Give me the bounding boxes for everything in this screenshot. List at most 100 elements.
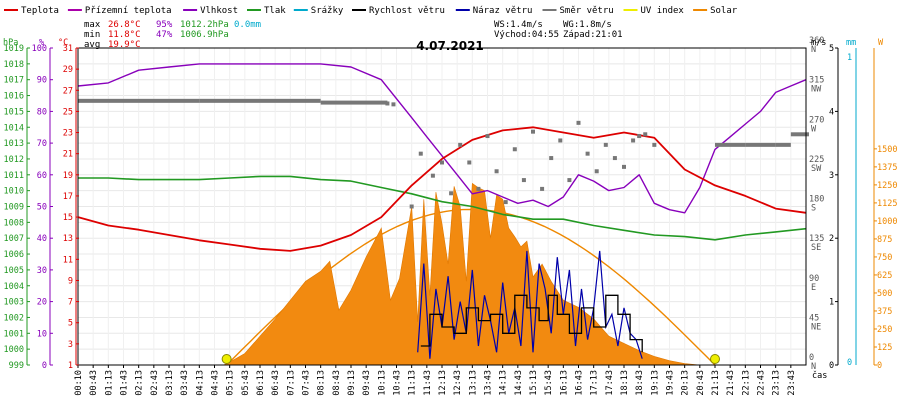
direction-tick-compass: NE (811, 322, 821, 332)
temperature-tick-label: 7 (68, 298, 73, 308)
time-tick-label: 17:43 (605, 370, 615, 396)
stat-min-humidity: 47% (156, 30, 173, 40)
pressure-tick-label: 1015 (4, 107, 24, 117)
wind-direction-bar (78, 98, 200, 103)
time-tick-label: 22:43 (757, 370, 767, 396)
wind-direction-point (485, 134, 490, 139)
temperature-tick-label: 19 (63, 171, 73, 181)
temperature-tick-label: 5 (68, 319, 73, 329)
direction-tick-label: 225 (809, 155, 824, 165)
direction-tick-label: 270 (809, 115, 824, 125)
wind-direction-point (503, 200, 508, 205)
wind-direction-point (430, 173, 435, 178)
time-tick-label: 08:43 (332, 370, 342, 396)
wind-direction-bar (790, 132, 806, 137)
wind-direction-point (512, 147, 517, 152)
time-tick-label: 06:43 (271, 370, 281, 396)
time-tick-label: 10:13 (377, 370, 387, 396)
time-tick-label: 21:43 (726, 370, 736, 396)
uv-index-marker (221, 354, 232, 364)
solar-tick-label: 375 (877, 307, 892, 317)
temperature-tick-label: 31 (63, 44, 73, 54)
pressure-tick-label: 1011 (4, 171, 24, 181)
pressure-tick-label: 999 (9, 361, 24, 371)
temperature-line (77, 126, 807, 252)
direction-tick-compass: N (811, 45, 816, 55)
time-tick-label: 23:13 (772, 370, 782, 396)
wind-direction-bar (715, 142, 746, 147)
wind-direction-point (385, 101, 390, 106)
time-tick-label: 12:13 (438, 370, 448, 396)
time-tick-label: 03:43 (180, 370, 190, 396)
time-tick-label: 23:43 (787, 370, 797, 396)
solar-tick-label: 1125 (877, 199, 897, 209)
wind-direction-point (567, 178, 572, 183)
temperature-tick-label: 29 (63, 65, 73, 75)
direction-tick-compass: W (811, 124, 817, 134)
stat-sunset: Západ:21:01 (563, 30, 623, 40)
wind-direction-point (558, 138, 563, 143)
time-tick-label: 13:13 (468, 370, 478, 396)
legend-label: Srážky (311, 6, 344, 16)
wind-direction-point (549, 156, 554, 161)
stat-min-temp: 11.8°C (108, 30, 141, 40)
stat-max-temp: 26.8°C (108, 20, 141, 30)
wind-direction-point (631, 138, 636, 143)
pressure-tick-label: 1009 (4, 203, 24, 213)
wind-direction-point (585, 151, 590, 156)
time-tick-label: 02:13 (135, 370, 145, 396)
time-tick-label: 15:43 (544, 370, 554, 396)
humidity-line (77, 63, 807, 214)
stat-min-pressure: 1006.9hPa (180, 30, 229, 40)
time-tick-label: 01:43 (120, 370, 130, 396)
wind-direction-point (458, 142, 463, 147)
rain-tick-label: 0 (847, 358, 852, 368)
time-tick-label: 17:13 (590, 370, 600, 396)
time-tick-label: 16:13 (559, 370, 569, 396)
temperature-tick-label: 1 (68, 361, 73, 371)
temperature-axis-title: °C (58, 38, 68, 48)
direction-tick-label: 360 (809, 36, 824, 46)
pressure-tick-label: 1017 (4, 76, 24, 86)
legend-label: Přízemní teplota (85, 6, 172, 16)
wind-direction-point (494, 169, 499, 174)
solar-tick-label: 1000 (877, 217, 897, 227)
time-tick-label: 04:13 (195, 370, 205, 396)
wind-direction-point (449, 191, 454, 196)
pressure-tick-label: 1014 (4, 123, 24, 133)
pressure-tick-label: 1003 (4, 298, 24, 308)
humidity-tick-label: 40 (37, 234, 47, 244)
direction-tick-compass: NW (811, 85, 822, 95)
wind-direction-point (576, 120, 581, 125)
time-tick-label: 11:13 (408, 370, 418, 396)
solar-tick-label: 1500 (877, 145, 897, 155)
time-tick-label: 01:13 (104, 370, 114, 396)
wind-speed-tick-label: 4 (829, 107, 834, 117)
legend-label: Náraz větru (473, 6, 533, 16)
time-tick-label: 09:43 (362, 370, 372, 396)
humidity-tick-label: 10 (37, 329, 47, 339)
legend-label: Vlhkost (200, 6, 238, 16)
pressure-tick-label: 1012 (4, 155, 24, 165)
wind-speed-tick-label: 3 (829, 171, 834, 181)
humidity-tick-label: 90 (37, 76, 47, 86)
time-tick-label: 20:43 (696, 370, 706, 396)
solar-tick-label: 125 (877, 343, 892, 353)
time-tick-label: 05:43 (241, 370, 251, 396)
wind-speed-tick-label: 1 (829, 298, 834, 308)
direction-tick-label: 315 (809, 76, 824, 86)
stat-avg-label: avg (84, 40, 100, 50)
solar-axis-title: W (878, 38, 884, 48)
time-tick-label: 16:43 (575, 370, 585, 396)
pressure-tick-label: 1001 (4, 329, 24, 339)
solar-tick-label: 1250 (877, 181, 897, 191)
pressure-tick-label: 1010 (4, 187, 24, 197)
solar-tick-label: 625 (877, 271, 892, 281)
time-tick-label: 22:13 (741, 370, 751, 396)
time-tick-label: 08:13 (317, 370, 327, 396)
time-tick-label: 14:43 (514, 370, 524, 396)
solar-tick-label: 875 (877, 235, 892, 245)
time-tick-label: 20:13 (681, 370, 691, 396)
stat-max-humidity: 95% (156, 20, 173, 30)
